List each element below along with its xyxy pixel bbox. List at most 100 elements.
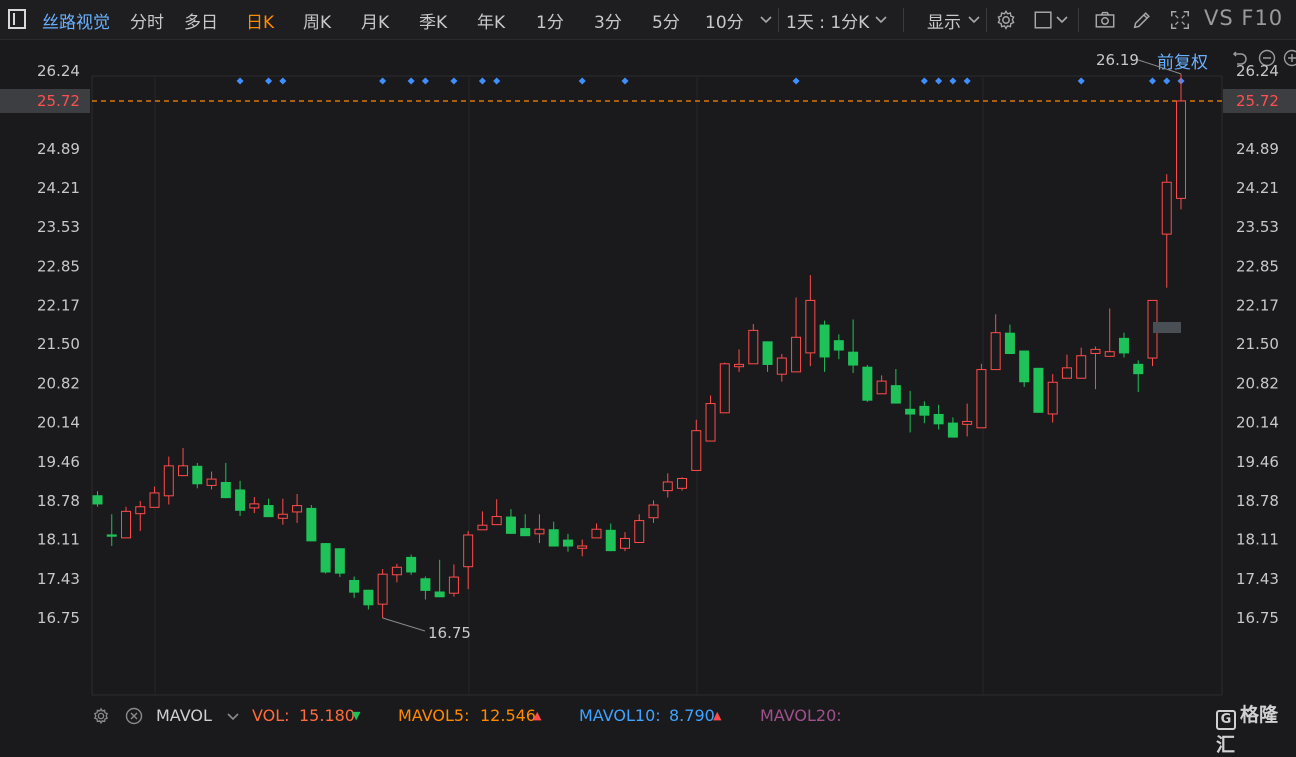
y-tick-label: 21.50 <box>1236 335 1279 353</box>
y-tick-label: 22.85 <box>37 257 80 275</box>
candle-down <box>107 514 117 546</box>
candle-series <box>93 74 1186 618</box>
y-tick-label: 18.11 <box>1236 531 1279 549</box>
candle-up <box>635 514 644 542</box>
y-tick-label: 24.21 <box>37 179 80 197</box>
pencil-icon[interactable] <box>1131 9 1153 31</box>
stock-name[interactable]: 丝路视觉 <box>42 8 110 33</box>
up-arrow-icon: ▲ <box>533 709 541 722</box>
candle-down <box>435 560 445 597</box>
event-marker-icon <box>479 77 486 84</box>
indicator-settings-icon[interactable] <box>92 707 110 725</box>
interval-select[interactable]: 1天 : 1分K <box>786 8 869 33</box>
tab-multi-day[interactable]: 多日 <box>184 8 218 33</box>
candle-body <box>720 364 729 413</box>
candle-body <box>150 493 159 507</box>
candle-down <box>848 319 858 373</box>
candle-down <box>192 463 202 488</box>
candle-body <box>905 409 915 415</box>
toolbar-divider <box>986 8 987 32</box>
event-marker-icon <box>921 77 928 84</box>
candle-body <box>1005 333 1015 354</box>
candle-up <box>478 511 487 529</box>
candle-body <box>207 479 216 485</box>
candle-body <box>520 528 530 536</box>
candle-up <box>1091 347 1100 390</box>
candle-down <box>420 576 430 599</box>
display-chevron-icon[interactable] <box>966 11 982 27</box>
candle-body <box>136 507 145 514</box>
y-tick-label: 24.89 <box>37 140 80 158</box>
candle-body <box>1119 338 1129 354</box>
tab-5min[interactable]: 5分 <box>652 8 680 33</box>
candle-body <box>891 385 901 403</box>
candle-body <box>363 590 373 606</box>
tab-weekly-k[interactable]: 周K <box>303 8 331 33</box>
candle-body <box>792 337 801 372</box>
mavol10-label: MAVOL10: <box>579 706 661 725</box>
panel-toggle-icon[interactable] <box>8 9 26 29</box>
candle-body <box>464 535 473 567</box>
candle-body <box>749 330 758 363</box>
event-marker-icon <box>265 77 272 84</box>
candle-body <box>1062 368 1071 378</box>
candle-down <box>905 391 915 433</box>
candle-body <box>1091 349 1100 353</box>
candle-down <box>1119 333 1129 358</box>
candle-down <box>520 514 530 536</box>
y-tick-label: 24.21 <box>1236 179 1279 197</box>
y-tick-label: 16.75 <box>37 609 80 627</box>
camera-icon[interactable] <box>1094 9 1116 31</box>
candle-body <box>378 574 387 604</box>
kline-chart[interactable]: 26.2424.8924.2123.5322.8522.1721.5020.82… <box>0 40 1296 702</box>
candle-down <box>948 417 958 437</box>
y-tick-label: 17.43 <box>1236 570 1279 588</box>
tab-1min[interactable]: 1分 <box>536 8 564 33</box>
y-tick-label: 20.82 <box>1236 374 1279 392</box>
candle-down <box>919 401 929 423</box>
tab-yearly-k[interactable]: 年K <box>477 8 505 33</box>
tab-3min[interactable]: 3分 <box>594 8 622 33</box>
candle-body <box>777 358 786 374</box>
tab-10min[interactable]: 10分 <box>705 8 744 33</box>
candle-up <box>378 569 387 618</box>
settings-icon[interactable] <box>995 9 1017 31</box>
tab-daily-k[interactable]: 日K <box>246 8 274 33</box>
candle-up <box>1105 308 1114 356</box>
right-price-axis: 26.2424.8924.2123.5322.8522.1721.5020.82… <box>1223 62 1296 627</box>
tab-intraday[interactable]: 分时 <box>130 8 164 33</box>
indicator-chevron-icon[interactable] <box>225 708 241 724</box>
fullscreen-icon[interactable] <box>1169 9 1191 31</box>
interval-chevron-icon[interactable] <box>873 11 889 27</box>
candle-up <box>678 477 687 490</box>
layout-chevron-icon[interactable] <box>1054 11 1070 27</box>
mavol10-value: 8.790 <box>669 706 715 725</box>
candle-body <box>293 506 302 512</box>
candle-body <box>977 370 986 428</box>
candle-down <box>235 481 245 516</box>
candle-body <box>1077 356 1086 378</box>
y-tick-label: 16.75 <box>1236 609 1279 627</box>
indicator-close-icon[interactable] <box>125 707 143 725</box>
display-menu[interactable]: 显示 <box>927 8 961 33</box>
tab-quarterly-k[interactable]: 季K <box>419 8 447 33</box>
event-markers <box>237 77 1185 84</box>
tab-monthly-k[interactable]: 月K <box>361 8 389 33</box>
candle-up <box>1048 374 1057 422</box>
period-more-chevron-icon[interactable] <box>758 11 774 27</box>
vs-f10-button[interactable]: VS F10 <box>1204 6 1283 30</box>
layout-icon[interactable] <box>1033 9 1055 31</box>
low-pointer <box>383 618 425 631</box>
candle-body <box>877 381 886 394</box>
indicator-name[interactable]: MAVOL <box>156 706 212 725</box>
event-marker-icon <box>493 77 500 84</box>
up-arrow-icon: ▲ <box>713 709 721 722</box>
candle-up <box>720 363 729 413</box>
event-marker-icon <box>422 77 429 84</box>
candle-down <box>549 522 559 547</box>
candle-up <box>293 494 302 523</box>
event-marker-icon <box>1163 77 1170 84</box>
y-tick-label: 20.14 <box>37 414 80 432</box>
candle-down <box>93 491 103 507</box>
